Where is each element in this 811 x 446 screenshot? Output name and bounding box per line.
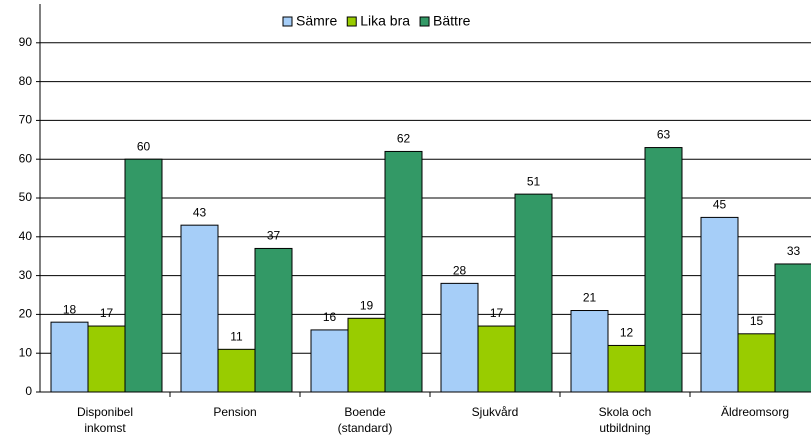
bar xyxy=(124,158,163,393)
y-tick-label: 0 xyxy=(25,384,32,398)
y-tick-label: 30 xyxy=(19,268,33,282)
value-label: 16 xyxy=(323,310,337,324)
y-tick-label: 80 xyxy=(19,74,33,88)
bar xyxy=(570,310,609,393)
bar xyxy=(50,321,89,393)
legend-swatch xyxy=(419,16,430,27)
bar xyxy=(87,325,126,393)
bar xyxy=(700,216,739,393)
y-tick-label: 70 xyxy=(19,113,33,127)
value-label: 19 xyxy=(360,298,374,312)
value-label: 37 xyxy=(267,229,281,243)
bar xyxy=(514,193,553,393)
bar xyxy=(644,147,683,393)
x-tick-label: Boende (standard) xyxy=(337,405,393,435)
value-label: 33 xyxy=(787,244,801,258)
legend-swatch xyxy=(346,16,357,27)
x-tick-label: Äldreomsorg xyxy=(720,405,790,419)
y-tick-label: 10 xyxy=(19,345,33,359)
x-tick-label: Sjukvård xyxy=(471,405,519,419)
value-label: 15 xyxy=(750,314,764,328)
value-label: 21 xyxy=(583,291,597,305)
value-label: 62 xyxy=(397,132,411,146)
bar xyxy=(774,263,811,393)
bar xyxy=(347,317,386,393)
value-label: 12 xyxy=(620,326,634,340)
bar xyxy=(180,224,219,393)
y-tick-label: 20 xyxy=(19,307,33,321)
legend-label: Lika bra xyxy=(360,13,410,29)
bar xyxy=(737,333,776,393)
value-label: 43 xyxy=(193,205,207,219)
value-label: 51 xyxy=(527,174,541,188)
value-label: 11 xyxy=(230,329,243,343)
y-tick-label: 40 xyxy=(19,229,33,243)
x-tick-label: Pension xyxy=(213,405,257,419)
value-label: 60 xyxy=(137,139,151,153)
value-label: 63 xyxy=(657,128,671,142)
legend-swatch xyxy=(282,16,293,27)
legend-label: Bättre xyxy=(433,13,471,29)
bar xyxy=(310,329,349,393)
bar xyxy=(217,348,256,393)
value-label: 17 xyxy=(490,306,504,320)
value-label: 18 xyxy=(63,302,77,316)
x-tick-label: Skola och utbildning xyxy=(598,405,652,435)
y-tick-label: 60 xyxy=(19,151,33,165)
bar xyxy=(254,247,293,393)
bar xyxy=(440,282,479,393)
y-tick-label: 50 xyxy=(19,190,33,204)
value-label: 17 xyxy=(100,306,114,320)
value-label: 45 xyxy=(713,198,727,212)
legend-label: Sämre xyxy=(296,13,337,29)
x-tick-label: Disponibel inkomst xyxy=(76,405,134,435)
bar xyxy=(477,325,516,393)
bar xyxy=(607,344,646,393)
y-tick-label: 90 xyxy=(19,35,33,49)
value-label: 28 xyxy=(453,264,467,278)
bar xyxy=(384,150,423,393)
